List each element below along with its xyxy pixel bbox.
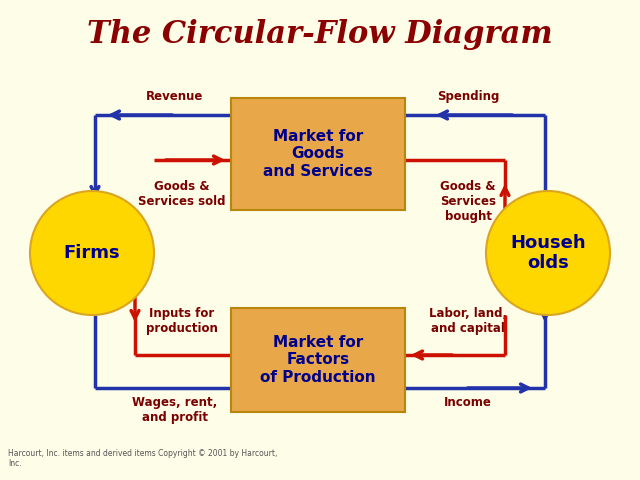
Circle shape [30,191,154,315]
FancyBboxPatch shape [231,98,405,210]
Text: Harcourt, Inc. items and derived items Copyright © 2001 by Harcourt,
Inc.: Harcourt, Inc. items and derived items C… [8,449,277,468]
Text: Market for
Goods
and Services: Market for Goods and Services [263,129,373,179]
Text: Wages, rent,
and profit: Wages, rent, and profit [132,396,218,424]
Text: Market for
Factors
of Production: Market for Factors of Production [260,335,376,385]
Text: Spending: Spending [437,90,499,103]
Text: Inputs for
production: Inputs for production [146,307,218,335]
Text: Goods &
Services
bought: Goods & Services bought [440,180,496,223]
Text: Househ
olds: Househ olds [510,234,586,273]
Text: Labor, land,
and capital: Labor, land, and capital [429,307,507,335]
Text: Revenue: Revenue [147,90,204,103]
Text: The Circular-Flow Diagram: The Circular-Flow Diagram [87,20,553,50]
Circle shape [486,191,610,315]
Text: Firms: Firms [64,244,120,262]
FancyBboxPatch shape [231,308,405,412]
Text: Goods &
Services sold: Goods & Services sold [138,180,226,208]
Text: Income: Income [444,396,492,409]
